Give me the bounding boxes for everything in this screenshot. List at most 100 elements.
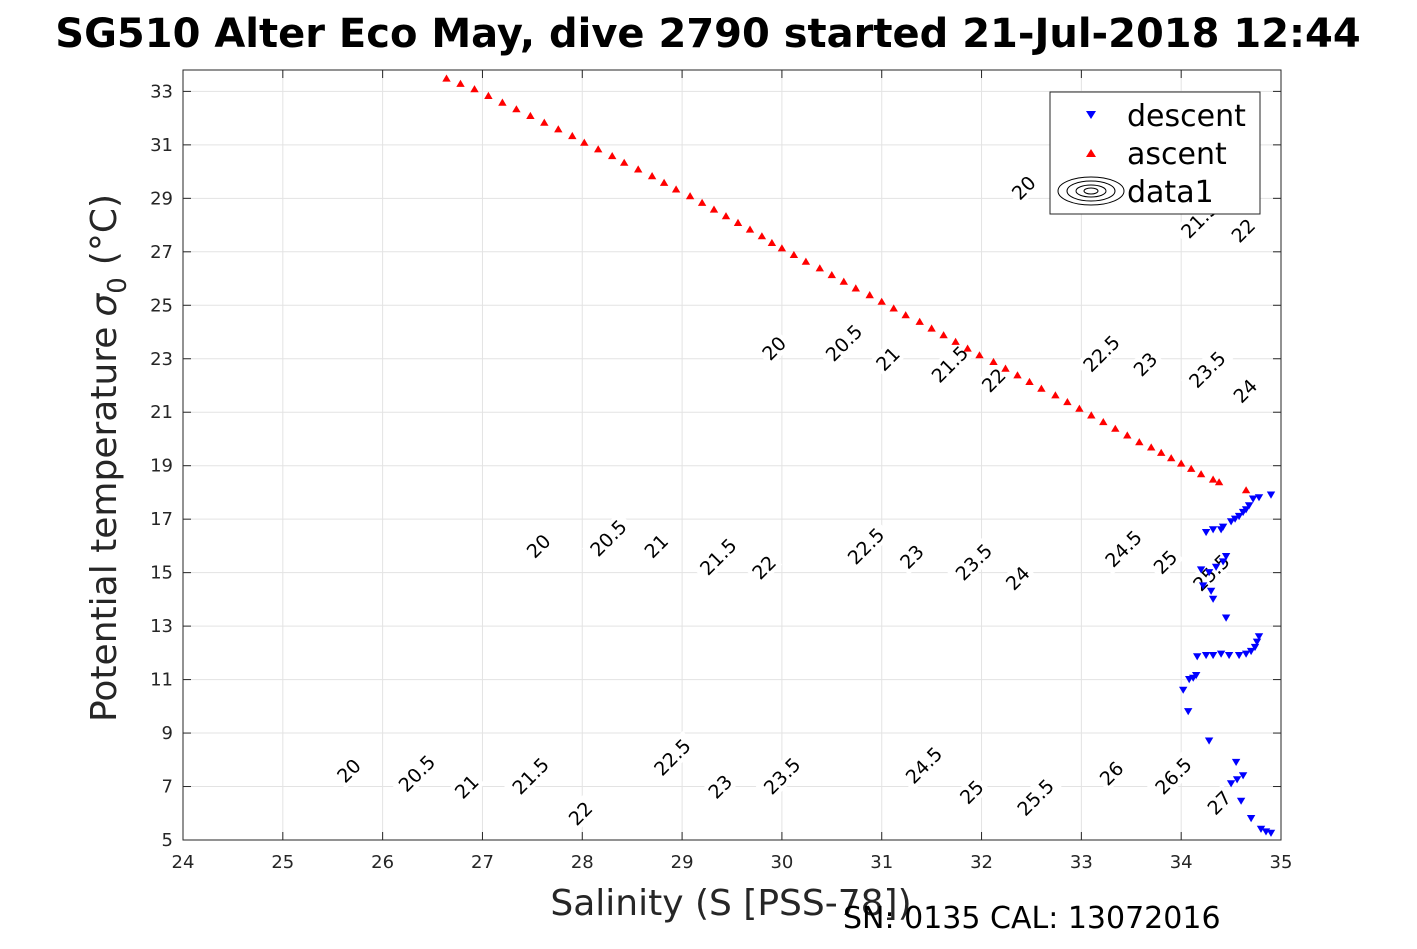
ascent-series [442, 74, 1251, 494]
ascent-point [697, 198, 707, 206]
ascent-point [1063, 398, 1072, 406]
y-tick-label: 21 [150, 402, 173, 423]
descent-point [1208, 595, 1218, 603]
ascent-point [927, 324, 936, 332]
descent-point [1201, 529, 1211, 537]
descent-point [1238, 772, 1248, 780]
contour-label-bg [897, 738, 950, 792]
contour-label-bg [637, 527, 675, 565]
ascent-point [851, 284, 860, 292]
descent-point [1244, 502, 1254, 510]
ascent-point [757, 232, 767, 240]
descent-point [1241, 650, 1251, 658]
ascent-point [989, 357, 998, 365]
x-tick-label: 29 [671, 852, 694, 873]
y-tick-label: 33 [150, 81, 173, 102]
ascent-point [540, 118, 549, 126]
y-tick-label: 29 [150, 188, 173, 209]
descent-point [1206, 587, 1216, 595]
ascent-point [839, 277, 848, 285]
x-tick-label: 28 [571, 852, 594, 873]
y-tick-label: 9 [162, 723, 173, 744]
descent-point [1230, 515, 1240, 523]
ascent-point [484, 91, 493, 99]
contour-label-bg [953, 773, 990, 811]
ascent-point [1147, 443, 1156, 451]
contour-label-bg [869, 340, 907, 378]
descent-point [1256, 825, 1266, 833]
x-tick-label: 25 [271, 852, 294, 873]
ascent-point [512, 105, 521, 113]
descent-point [1234, 652, 1244, 660]
contour-label-bg [1126, 345, 1164, 383]
ascent-point [901, 311, 910, 319]
ascent-point [1177, 459, 1186, 467]
contour-label-bg [561, 794, 599, 832]
ascent-point [877, 297, 886, 305]
x-tick-label: 34 [1170, 852, 1193, 873]
descent-point [1236, 797, 1246, 805]
ascent-point [1157, 448, 1166, 456]
y-axis-label-subscript: 0 [103, 277, 133, 294]
ascent-point [498, 98, 507, 106]
contour-label-bg [1005, 169, 1042, 206]
descent-point [1218, 558, 1228, 566]
descent-point [1179, 686, 1188, 694]
descent-point [1208, 652, 1218, 660]
ascent-point [789, 250, 799, 258]
y-tick-label: 19 [150, 456, 173, 477]
ascent-point [671, 185, 681, 193]
ascent-point [608, 152, 617, 160]
descent-point [1231, 758, 1241, 766]
x-tick-label: 24 [172, 852, 195, 873]
descent-point [1234, 512, 1244, 521]
ascent-point [1214, 478, 1224, 486]
contour-label-bg [947, 535, 1000, 589]
ascent-point [709, 205, 719, 213]
legend-ascent-label: ascent [1127, 137, 1227, 172]
ascent-point [915, 317, 924, 325]
ascent-point [1099, 418, 1108, 426]
contour-label-bg [330, 752, 368, 789]
descent-point [1196, 566, 1206, 574]
ascent-point [733, 218, 743, 226]
ascent-point [526, 111, 535, 119]
ascent-point [470, 85, 479, 93]
contour-label-bg [701, 768, 739, 805]
ascent-point [827, 271, 836, 279]
ascent-point [647, 172, 657, 180]
ascent-point [1111, 424, 1120, 432]
ascent-point [1001, 364, 1010, 372]
y-tick-label: 11 [150, 670, 173, 691]
ascent-point [634, 165, 643, 173]
ascent-point [1037, 384, 1046, 392]
y-axis-label: Potential temperature σ0 (°C) [84, 194, 133, 722]
y-tick-label: 17 [150, 509, 173, 530]
ascent-point [767, 238, 777, 246]
descent-point [1221, 553, 1231, 561]
descent-point [1184, 708, 1193, 716]
ascent-point [1187, 464, 1196, 472]
descent-point [1224, 652, 1234, 660]
contour-label-bg [691, 530, 745, 583]
y-tick-label: 31 [150, 135, 173, 156]
descent-point [1226, 780, 1236, 788]
ascent-point [659, 178, 669, 186]
legend-ascent-marker [1086, 149, 1096, 157]
contour-label-bg [1146, 543, 1184, 581]
ascent-point [939, 331, 948, 339]
contour-label-bg [817, 316, 870, 369]
x-tick-label: 27 [471, 852, 494, 873]
ascent-point [865, 291, 874, 299]
descent-point [1250, 643, 1260, 652]
legend-box [1049, 91, 1261, 215]
chart-title: SG510 Alter Eco May, dive 2790 started 2… [55, 11, 1360, 57]
serial-calibration-note: SN: 0135 CAL: 13072016 [843, 901, 1221, 936]
descent-point [1221, 614, 1231, 622]
ascent-point [1241, 486, 1251, 494]
y-axis-label-unit: (°C) [84, 194, 125, 265]
contour-label-bg [390, 747, 443, 800]
x-tick-label: 30 [770, 852, 793, 873]
ascent-point [745, 225, 755, 233]
ascent-point [554, 125, 563, 133]
